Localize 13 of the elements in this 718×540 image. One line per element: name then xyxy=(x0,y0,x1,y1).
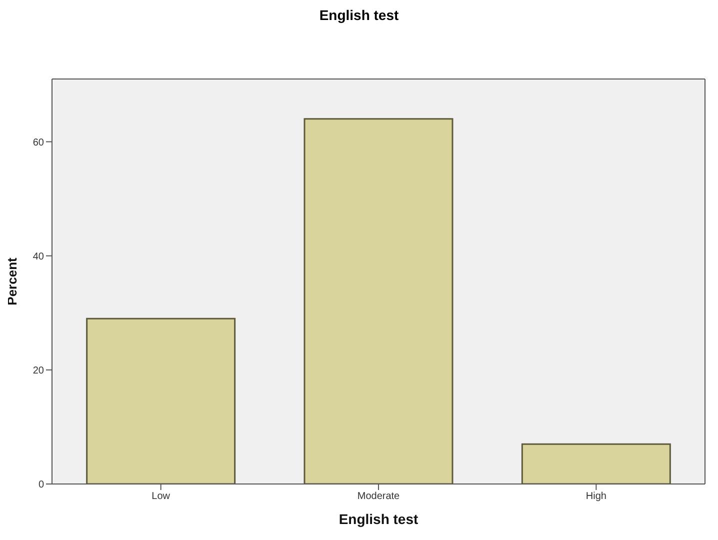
chart-title: English test xyxy=(318,7,400,25)
x-axis-title: English test xyxy=(338,511,419,527)
bar xyxy=(521,443,671,484)
y-tick-label: 0 xyxy=(38,480,44,491)
y-tick-label: 60 xyxy=(32,137,44,148)
y-axis-title: Percent xyxy=(4,256,20,306)
y-tick-label: 40 xyxy=(32,251,44,262)
x-tick-label: Low xyxy=(152,491,171,502)
bar xyxy=(86,318,236,484)
y-tick-label: 20 xyxy=(32,365,44,376)
bar xyxy=(304,118,454,484)
x-tick-label: Moderate xyxy=(357,491,400,502)
x-tick-label: High xyxy=(586,491,606,502)
